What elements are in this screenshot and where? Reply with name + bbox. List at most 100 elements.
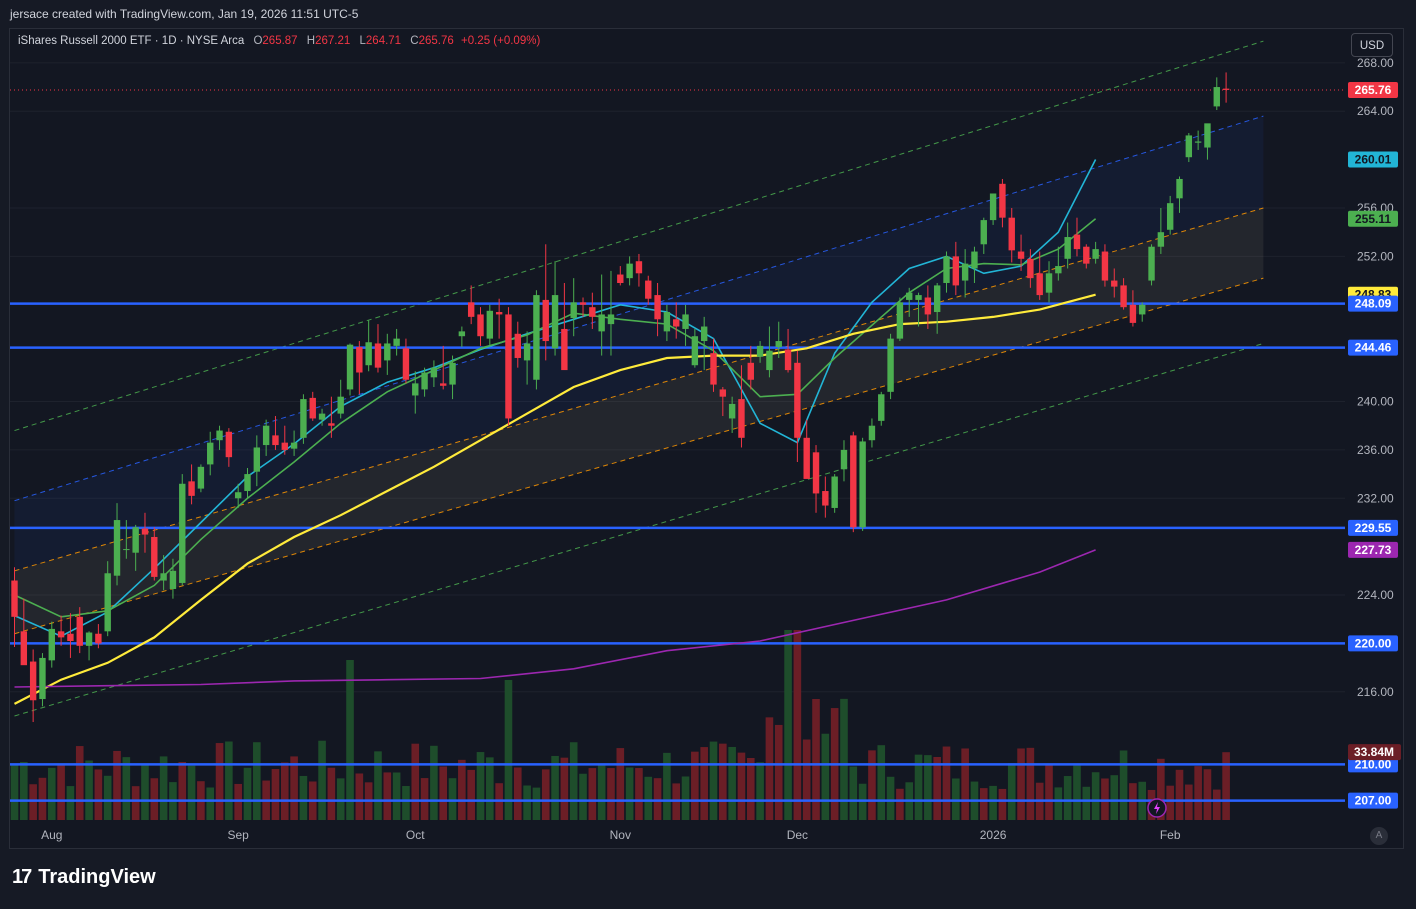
volume-bar (989, 785, 997, 820)
top-bar: jersace created with TradingView.com, Ja… (0, 0, 1416, 28)
candle-body (39, 657, 46, 700)
candle-body (738, 399, 745, 438)
volume-bar (10, 765, 19, 820)
candle-body (943, 256, 950, 283)
change-value: +0.25 (+0.09%) (461, 35, 541, 47)
volume-bar (458, 759, 466, 820)
volume-bar (812, 698, 820, 820)
price-tick-label: 236.00 (1357, 443, 1394, 457)
volume-bar (1194, 766, 1202, 820)
candle-body (561, 328, 568, 371)
price-tick-label: 264.00 (1357, 104, 1394, 118)
candle-body (1027, 258, 1034, 279)
candle-body (216, 430, 223, 441)
candle-body (505, 314, 512, 419)
time-tick-label: Nov (610, 828, 631, 842)
lightning-alert-icon[interactable] (1147, 798, 1167, 818)
price-tick-label: 224.00 (1357, 588, 1394, 602)
price-label-box (1348, 541, 1398, 558)
volume-bar (1175, 769, 1184, 820)
time-tick-label: Dec (787, 828, 808, 842)
price-label-box (1348, 756, 1398, 773)
candle-body (272, 435, 279, 446)
volume-bar (1073, 765, 1081, 820)
volume-bar (402, 786, 410, 820)
candle-body (179, 483, 186, 583)
candle-body (1157, 232, 1165, 247)
candle-body (831, 476, 838, 508)
volume-bar (802, 739, 811, 820)
candle-body (356, 347, 363, 373)
candle-body (1194, 141, 1202, 143)
volume-bar (280, 762, 289, 820)
candle-body (253, 447, 261, 472)
candle-body (421, 372, 428, 390)
volume-bar (1101, 778, 1109, 820)
auto-scale-button[interactable]: A (1370, 827, 1388, 845)
candle-body (775, 341, 782, 348)
volume-bar (635, 768, 643, 820)
candle-body (467, 302, 475, 317)
candle-body (598, 314, 605, 332)
volume-bar (215, 743, 224, 820)
currency-button[interactable]: USD (1351, 33, 1393, 57)
channel-upper-fill (14, 116, 1264, 571)
candle-body (551, 295, 559, 349)
price-label-box (1348, 519, 1398, 536)
volume-bar (616, 748, 625, 820)
candle-body (523, 343, 531, 361)
channel-line (14, 40, 1264, 432)
volume-bar (942, 746, 951, 820)
ma-line-sma-50 (13, 293, 1096, 705)
candle-body (878, 394, 885, 421)
brand-name: TradingView (38, 866, 156, 888)
volume-bar (541, 769, 550, 820)
candle-body (123, 549, 130, 551)
low-label: L (359, 35, 366, 47)
volume-bar (57, 764, 65, 820)
candle-body (57, 631, 65, 638)
symbol-legend: iShares Russell 2000 ETF · 1D · NYSE Arc… (18, 35, 540, 47)
volume-bar (318, 740, 326, 820)
candle-body (887, 338, 894, 392)
candle-body (477, 314, 484, 337)
candle-body (1083, 246, 1090, 264)
high-value: 267.21 (315, 35, 351, 47)
price-tick-label: 268.00 (1357, 56, 1394, 70)
volume-bar (663, 752, 671, 820)
candle-body (691, 336, 699, 366)
volume-bar (159, 756, 168, 820)
volume-bar (131, 786, 140, 820)
candle-body (1222, 88, 1230, 90)
candle-body (654, 295, 661, 320)
tradingview-logo-icon: 17 (12, 866, 32, 888)
credit-text: jersace created with TradingView.com, Ja… (10, 7, 359, 21)
candle-body (169, 570, 177, 589)
candle-body (896, 302, 904, 339)
volume-bar (243, 767, 252, 820)
candle-body (393, 338, 400, 346)
candle-body (412, 383, 419, 396)
volume-bar (38, 777, 47, 820)
candle-body (999, 183, 1006, 218)
symbol-name[interactable]: iShares Russell 2000 ETF · 1D · NYSE Arc… (18, 35, 245, 47)
close-value: 265.76 (418, 35, 454, 47)
volume-bar (1119, 750, 1128, 820)
candle-body (225, 431, 233, 458)
price-label-box (1348, 210, 1398, 227)
volume-bar (253, 742, 261, 820)
volume-bar (607, 768, 615, 820)
volume-bar (122, 757, 131, 820)
candle-body (1101, 251, 1109, 281)
candle-body (1148, 246, 1155, 281)
candle-body (803, 437, 810, 479)
candle-body (151, 536, 158, 577)
candle-body (486, 310, 494, 339)
price-label-box (1348, 151, 1398, 168)
volume-bar (896, 788, 904, 820)
volume-bar (737, 752, 746, 820)
volume-bar (20, 761, 28, 820)
volume-bar (29, 784, 37, 820)
candle-body (1204, 123, 1211, 148)
